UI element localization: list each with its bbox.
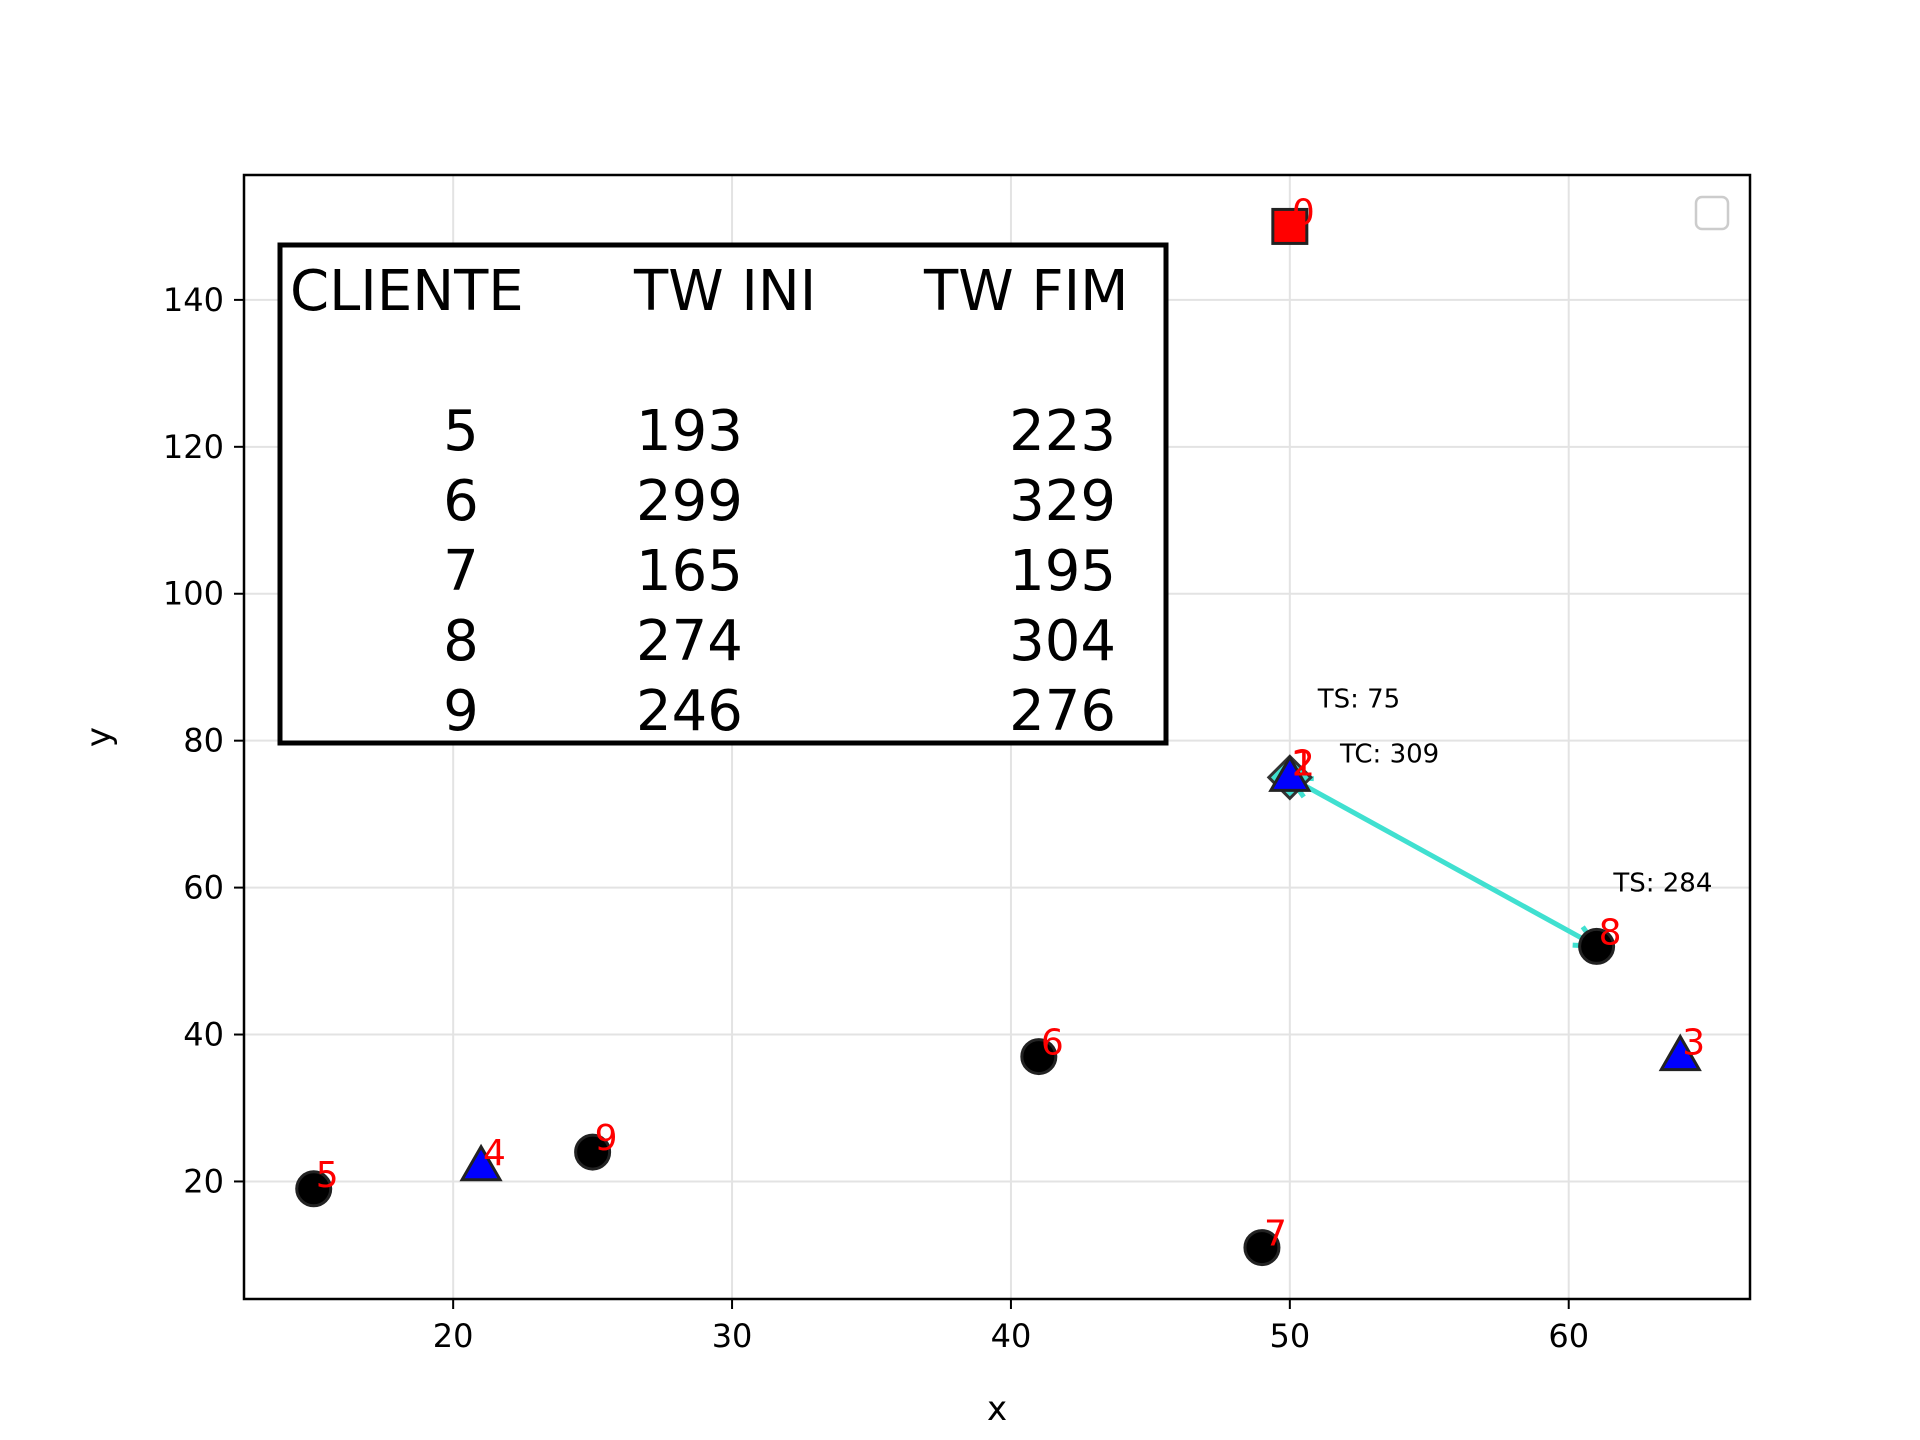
table-cell-tw-fim: 304: [1009, 609, 1116, 674]
triangle-marker: [459, 1143, 503, 1182]
table-cell-cliente: 6: [443, 469, 479, 534]
table-frame: [277, 242, 1169, 746]
y-tick-label: 40: [183, 1016, 224, 1054]
y-axis-label: y: [79, 727, 119, 747]
table-cell-tw-ini: 246: [636, 679, 743, 744]
time-annotation: TC: 309: [1339, 740, 1439, 770]
x-tick-label: 40: [991, 1317, 1032, 1355]
point-id-label: 3: [1682, 1023, 1705, 1064]
x-tick-label: 20: [433, 1317, 474, 1355]
point-id-label: 0: [1292, 192, 1315, 233]
table-header: TW INI: [633, 259, 816, 324]
table-cell-tw-ini: 299: [636, 469, 743, 534]
table-cell-tw-fim: 223: [1009, 399, 1116, 464]
table-cell-tw-ini: 165: [636, 539, 743, 604]
client-circle-marker: [574, 1133, 612, 1171]
depot-square-marker: [1271, 207, 1309, 245]
client-circle-marker: [1243, 1229, 1281, 1267]
table-cell-tw-fim: 329: [1009, 469, 1116, 534]
triangle-marker: [1658, 1033, 1702, 1072]
y-tick-label: 20: [183, 1162, 224, 1200]
x-axis-label: x: [987, 1389, 1007, 1429]
table-cell-tw-ini: 193: [636, 399, 743, 464]
client-circle-marker: [1578, 927, 1616, 965]
table-cell-tw-fim: 276: [1009, 679, 1116, 744]
point-id-label: 7: [1264, 1214, 1287, 1255]
axes: 20 30 40 50 60 20 40 60 80 100 120 140: [163, 281, 1589, 1355]
y-tick-label: 140: [163, 281, 224, 319]
point-id-label: 5: [316, 1155, 339, 1196]
point-id-label: 1: [1292, 743, 1315, 784]
point-id-label: 2: [1292, 743, 1315, 784]
route-arrow-shaft: [1288, 775, 1598, 949]
time-window-table: CLIENTE TW INI TW FIM 5 193 223 6 299 329 7 165 195…: [277, 242, 1169, 746]
table-header: TW FIM: [923, 259, 1128, 324]
x-tick-label: 60: [1548, 1317, 1589, 1355]
x-tick-label: 30: [712, 1317, 753, 1355]
client-circle-marker: [1020, 1038, 1058, 1076]
table-cell-tw-fim: 195: [1009, 539, 1116, 604]
table-header: CLIENTE: [290, 259, 524, 324]
y-tick-label: 120: [163, 428, 224, 466]
time-annotation: TS: 284: [1612, 868, 1712, 898]
x-tick-label: 50: [1269, 1317, 1310, 1355]
point-markers: [295, 207, 1702, 1267]
y-tick-label: 60: [183, 869, 224, 907]
plot-frame: [242, 173, 1752, 1301]
point-id-label: 8: [1599, 912, 1622, 953]
table-cell-cliente: 5: [443, 399, 479, 464]
y-tick-label: 100: [163, 575, 224, 613]
annotations: TS: 75 TC: 309 TS: 284: [1317, 685, 1713, 899]
time-annotation: TS: 75: [1317, 685, 1401, 715]
legend-box: [1694, 195, 1730, 231]
table-cell-cliente: 9: [443, 679, 479, 744]
y-tick-label: 80: [183, 722, 224, 760]
point-id-label: 9: [595, 1118, 618, 1159]
point-id-label: 6: [1041, 1023, 1064, 1064]
table-cell-cliente: 7: [443, 539, 479, 604]
triangle-marker: [1268, 754, 1312, 792]
table-cell-cliente: 8: [443, 609, 479, 674]
client-circle-marker: [295, 1170, 333, 1208]
table-cell-tw-ini: 274: [636, 609, 743, 674]
point-id-label: 4: [483, 1133, 506, 1174]
